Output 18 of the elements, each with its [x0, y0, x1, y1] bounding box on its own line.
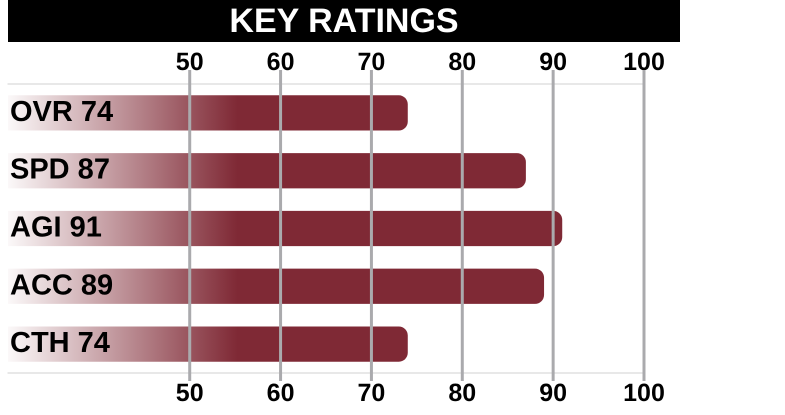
y-tick-label: AGI 91 — [10, 212, 102, 244]
x-tick-label: 60 — [266, 378, 294, 407]
y-tick-label: ACC 89 — [10, 269, 114, 302]
x-tick-label: 70 — [358, 378, 386, 407]
x2-tick-label: 70 — [358, 48, 386, 76]
x2-tick-label: 50 — [176, 48, 204, 76]
y-tick-label: OVR 74 — [10, 96, 114, 128]
x2-tick-label: 80 — [448, 48, 476, 76]
y-tick-label: SPD 87 — [10, 154, 110, 186]
chart-title: KEY RATINGS — [8, 0, 680, 42]
x2-tick-label: 100 — [623, 48, 665, 76]
x-tick-label: 50 — [176, 378, 204, 407]
x2-tick-label: 60 — [266, 48, 294, 76]
y-tick-label: CTH 74 — [10, 327, 110, 360]
x-tick-label: 100 — [623, 378, 665, 407]
x-tick-label: 80 — [448, 378, 476, 407]
x2-tick-label: 90 — [539, 48, 568, 76]
x-tick-label: 90 — [539, 378, 568, 407]
